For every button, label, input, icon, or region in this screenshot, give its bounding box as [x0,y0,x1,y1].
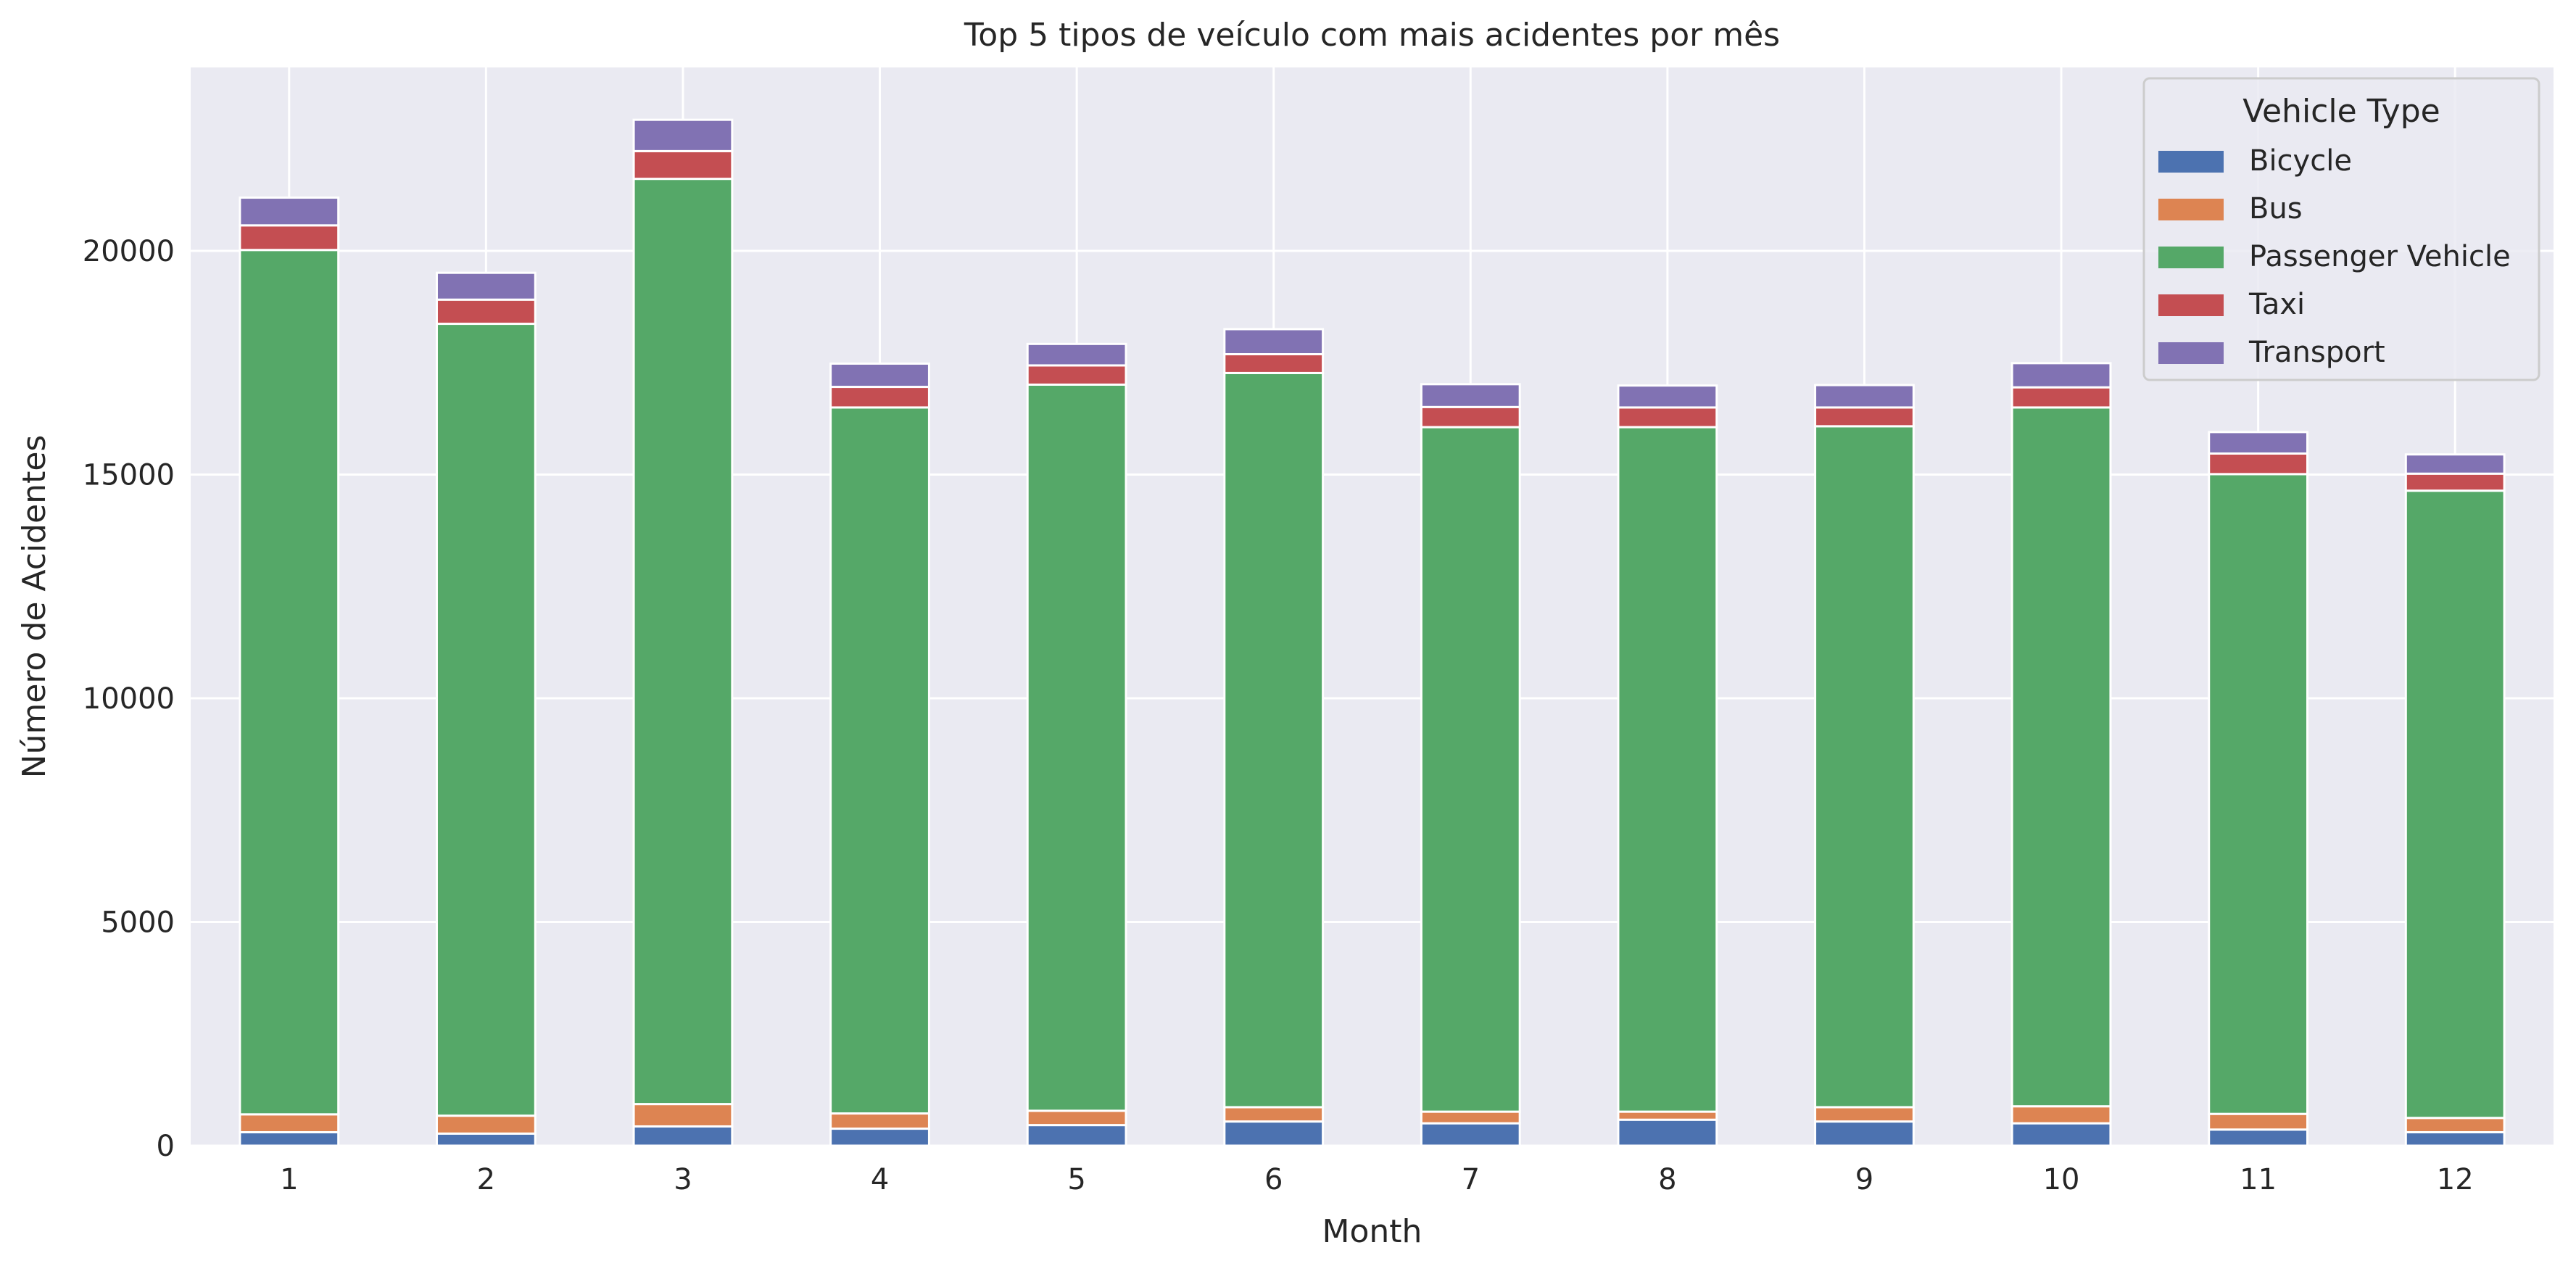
bar-segment-taxi-month-8 [1617,406,1718,429]
bar-segment-transport-month-5 [1026,342,1127,367]
bar-segment-taxi-month-2 [435,298,537,326]
bar-segment-bicycle-month-12 [2404,1130,2506,1147]
x-tick-label: 9 [1855,1163,1873,1196]
bar-segment-transport-month-4 [829,362,930,389]
bar-segment-taxi-month-10 [2010,386,2112,409]
x-tick-label: 12 [2437,1163,2474,1196]
bar-segment-bus-month-12 [2404,1117,2506,1133]
bar-segment-passenger-vehicle-month-9 [1814,425,1915,1109]
bar-segment-taxi-month-12 [2404,472,2506,492]
x-tick-label: 11 [2240,1163,2277,1196]
bar-segment-transport-month-3 [632,118,734,152]
bar-segment-transport-month-10 [2010,362,2112,389]
x-tick-label: 6 [1264,1163,1283,1196]
bar-segment-bus-month-6 [1223,1106,1325,1123]
bar-segment-transport-month-11 [2208,431,2309,455]
legend-box [2142,77,2540,381]
bar-segment-bus-month-5 [1026,1109,1127,1127]
bar-segment-transport-month-7 [1420,383,1521,408]
bar-segment-bus-month-7 [1420,1110,1521,1125]
legend-label-taxi: Taxi [2248,288,2305,321]
bar-segment-bicycle-month-10 [2010,1122,2112,1147]
bar-segment-transport-month-1 [239,197,340,227]
bar-segment-passenger-vehicle-month-12 [2404,489,2506,1120]
bar-segment-transport-month-6 [1223,328,1325,356]
bar-segment-taxi-month-11 [2208,452,2309,476]
y-tick-label: 20000 [83,235,175,268]
bar-segment-passenger-vehicle-month-8 [1617,426,1718,1113]
legend-label-transport: Transport [2248,336,2385,369]
x-tick-label: 7 [1462,1163,1480,1196]
legend: Vehicle Type Bicycle Bus Passenger Vehicle… [2142,77,2540,381]
y-tick-label: 0 [157,1130,175,1163]
bar-segment-bus-month-9 [1814,1106,1915,1123]
bar-segment-taxi-month-5 [1026,364,1127,386]
bars [239,118,2506,1147]
bar-segment-transport-month-9 [1814,384,1915,409]
bar-segment-passenger-vehicle-month-2 [435,323,537,1117]
bar-segment-bicycle-month-4 [829,1128,930,1147]
bar-segment-bicycle-month-1 [239,1130,340,1147]
legend-swatch-bus [2158,199,2224,220]
bar-segment-bus-month-4 [829,1112,930,1130]
legend-label-bicycle: Bicycle [2249,144,2352,178]
bar-segment-transport-month-8 [1617,384,1718,409]
legend-label-bus: Bus [2249,192,2303,226]
bar-segment-bicycle-month-9 [1814,1120,1915,1147]
bar-segment-passenger-vehicle-month-10 [2010,406,2112,1108]
legend-swatch-taxi [2158,294,2224,316]
x-tick-label: 2 [477,1163,495,1196]
x-tick-label: 5 [1067,1163,1085,1196]
y-axis-label: Número de Acidentes [16,435,53,779]
y-tick-label: 5000 [101,906,175,939]
x-tick-label: 3 [674,1163,692,1196]
bar-segment-passenger-vehicle-month-7 [1420,426,1521,1113]
bar-segment-taxi-month-7 [1420,405,1521,429]
bar-segment-passenger-vehicle-month-3 [632,178,734,1106]
bar-segment-bus-month-8 [1617,1110,1718,1121]
bar-segment-transport-month-12 [2404,453,2506,475]
legend-title: Vehicle Type [2242,93,2440,130]
x-axis-ticks: 1 2 3 4 5 6 7 8 9 10 11 12 [280,1163,2474,1196]
x-tick-label: 1 [280,1163,298,1196]
bar-segment-bicycle-month-3 [632,1125,734,1147]
y-tick-label: 15000 [83,458,175,492]
bar-segment-passenger-vehicle-month-11 [2208,473,2309,1115]
x-tick-label: 4 [871,1163,889,1196]
y-axis-ticks: 0 5000 10000 15000 20000 [83,235,175,1163]
bar-segment-bicycle-month-11 [2208,1128,2309,1147]
bar-segment-taxi-month-6 [1223,353,1325,374]
bar-segment-passenger-vehicle-month-5 [1026,383,1127,1112]
legend-swatch-bicycle [2158,151,2224,173]
bar-segment-passenger-vehicle-month-1 [239,249,340,1116]
bar-segment-bicycle-month-8 [1617,1118,1718,1147]
bar-segment-bus-month-3 [632,1103,734,1128]
x-tick-label: 8 [1658,1163,1676,1196]
legend-swatch-transport [2158,342,2224,364]
bar-segment-bus-month-1 [239,1113,340,1133]
bar-segment-taxi-month-3 [632,149,734,181]
bar-segment-passenger-vehicle-month-4 [829,406,930,1115]
y-tick-label: 10000 [83,682,175,716]
chart-title: Top 5 tipos de veículo com mais acidente… [964,17,1780,54]
x-tick-label: 10 [2043,1163,2080,1196]
bar-segment-taxi-month-9 [1814,406,1915,428]
bar-segment-bus-month-2 [435,1114,537,1135]
x-axis-label: Month [1322,1213,1422,1250]
bar-segment-bicycle-month-7 [1420,1122,1521,1147]
bar-segment-taxi-month-1 [239,224,340,252]
bar-segment-bicycle-month-5 [1026,1124,1127,1147]
bar-segment-transport-month-2 [435,271,537,301]
legend-swatch-passenger-vehicle [2158,247,2224,268]
bar-segment-bicycle-month-2 [435,1132,537,1147]
bar-segment-bus-month-10 [2010,1105,2112,1125]
bar-segment-passenger-vehicle-month-6 [1223,371,1325,1109]
legend-label-passenger-vehicle: Passenger Vehicle [2249,240,2511,273]
legend-items: Bicycle Bus Passenger Vehicle Taxi Transport [2158,144,2511,369]
bar-segment-taxi-month-4 [829,386,930,409]
bar-segment-bicycle-month-6 [1223,1120,1325,1147]
bar-segment-bus-month-11 [2208,1112,2309,1131]
